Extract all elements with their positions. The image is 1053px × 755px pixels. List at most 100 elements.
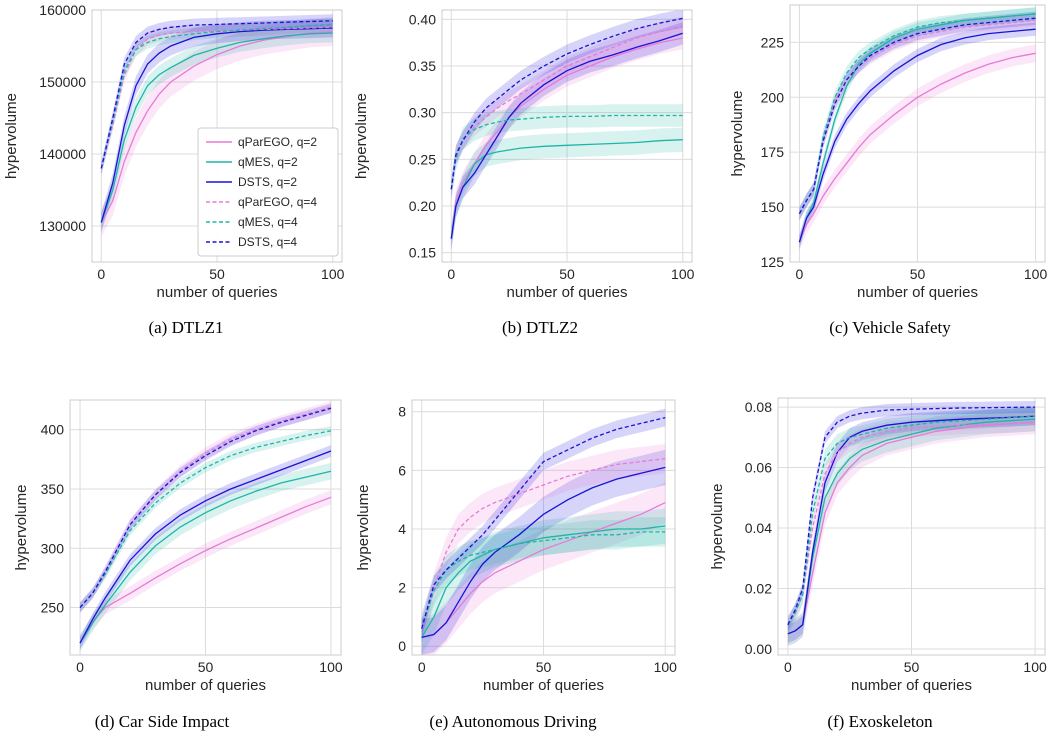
- subplot-2: 0 50 100 0.15 0.20 0.25 0.30 0.35 0.40 number of …: [353, 9, 695, 337]
- line-qmes-q2: [100, 32, 333, 223]
- line-dsts-q2: [79, 450, 332, 644]
- line-qparego-q4: [450, 25, 683, 190]
- x-tick-label: 0: [447, 266, 455, 282]
- band-qparego-q4: [421, 444, 666, 644]
- y-tick-label: 350: [41, 481, 65, 497]
- x-axis-label: number of queries: [857, 284, 978, 301]
- y-axis-label: hypervolume: [13, 485, 30, 571]
- band-qmes-q4: [421, 517, 666, 644]
- band-qparego-q2: [101, 17, 333, 237]
- band-dsts-q4: [421, 408, 666, 638]
- x-tick-label: 50: [198, 659, 214, 675]
- line-dsts-q4: [100, 20, 333, 169]
- y-tick-label: 0.00: [745, 641, 772, 657]
- y-tick-label: 140000: [39, 146, 86, 162]
- plot-frame: [69, 399, 342, 656]
- plot-frame: [411, 399, 676, 656]
- line-qmes-q4: [450, 114, 683, 190]
- x-tick-label: 100: [671, 266, 695, 282]
- line-qmes-q4: [79, 430, 332, 609]
- x-tick-label: 100: [654, 659, 678, 675]
- band-qmes-q4: [451, 104, 683, 201]
- x-tick-label: 0: [796, 266, 804, 282]
- y-axis-label: hypervolume: [353, 93, 370, 179]
- line-dsts-q2: [798, 28, 1036, 243]
- y-axis-label: hypervolume: [729, 91, 746, 177]
- line-dsts-q4: [787, 406, 1036, 626]
- subplot-caption: (a) DTLZ1: [148, 318, 223, 337]
- data-layer: [421, 408, 666, 655]
- y-tick-label: 8: [398, 404, 406, 420]
- plot-frame: [777, 397, 1046, 656]
- subplot-caption: (b) DTLZ2: [502, 318, 578, 337]
- y-tick-label: 6: [398, 462, 406, 478]
- line-qparego-q2: [100, 30, 333, 223]
- band-qparego-q2: [787, 410, 1036, 646]
- line-qparego-q2: [79, 496, 332, 644]
- line-qparego-q4: [100, 26, 333, 169]
- line-qparego-q2: [787, 421, 1036, 635]
- subplot-5: 0 50 100 0 2 4 6 8 number of queries hypervolume (…: [355, 399, 678, 731]
- x-axis-label: number of queries: [157, 284, 278, 301]
- band-dsts-q4: [451, 10, 683, 199]
- y-tick-label: 0.06: [745, 460, 772, 476]
- line-qparego-q2: [798, 52, 1036, 243]
- y-tick-label: 175: [761, 144, 785, 160]
- band-qparego-q2: [799, 44, 1036, 251]
- y-tick-label: 300: [41, 540, 65, 556]
- y-tick-label: 4: [398, 521, 406, 537]
- y-tick-label: 0.20: [409, 198, 436, 214]
- plot-frame: [789, 4, 1046, 263]
- x-tick-label: 50: [559, 266, 575, 282]
- y-tick-label: 0.35: [409, 58, 436, 74]
- legend-label: qParEGO, q=2: [238, 135, 317, 149]
- line-qparego-q2: [450, 37, 683, 239]
- y-tick-label: 225: [761, 34, 785, 50]
- y-tick-label: 0.40: [409, 11, 436, 27]
- band-qmes-q2: [80, 462, 331, 652]
- line-dsts-q2: [787, 415, 1036, 635]
- subplot-caption: (e) Autonomous Driving: [429, 712, 597, 731]
- line-qmes-q2: [421, 525, 666, 638]
- line-qparego-q4: [798, 19, 1036, 215]
- line-dsts-q4: [421, 416, 666, 629]
- y-tick-label: 0: [398, 638, 406, 654]
- band-dsts-q2: [80, 445, 331, 650]
- x-tick-label: 0: [76, 659, 84, 675]
- legend: qParEGO, q=2 qMES, q=2 DSTS, q=2 qParEGO, q…: [197, 127, 339, 257]
- y-tick-label: 400: [41, 422, 65, 438]
- legend-label: qParEGO, q=4: [238, 195, 317, 209]
- band-qmes-q2: [451, 127, 683, 251]
- subplot-4: 0 50 100 250 300 350 400 number of queries hyper…: [13, 399, 343, 731]
- band-qmes-q4: [799, 7, 1036, 221]
- x-tick-label: 50: [904, 659, 920, 675]
- plot-frame: [441, 9, 693, 263]
- line-dsts-q4: [798, 17, 1036, 215]
- band-dsts-q2: [421, 449, 666, 655]
- band-qparego-q2: [421, 482, 666, 655]
- line-dsts-q4: [450, 17, 683, 190]
- y-tick-label: 130000: [39, 218, 86, 234]
- y-tick-label: 125: [761, 254, 785, 270]
- line-qmes-q2: [79, 470, 332, 644]
- x-tick-label: 0: [97, 266, 105, 282]
- x-tick-label: 100: [1023, 659, 1047, 675]
- line-dsts-q4: [79, 407, 332, 609]
- band-qmes-q2: [101, 23, 333, 232]
- line-qparego-q4: [421, 457, 666, 629]
- x-axis-label: number of queries: [483, 677, 604, 694]
- legend-label: qMES, q=2: [238, 155, 298, 169]
- x-tick-label: 50: [536, 659, 552, 675]
- subplot-6: 0 50 100 0.00 0.02 0.04 0.06 0.08 number of quer…: [709, 397, 1047, 731]
- line-qmes-q2: [450, 139, 683, 239]
- legend-label: DSTS, q=4: [238, 235, 297, 249]
- x-tick-label: 0: [784, 659, 792, 675]
- legend-label: DSTS, q=2: [238, 175, 297, 189]
- y-tick-label: 150000: [39, 74, 86, 90]
- y-tick-label: 2: [398, 580, 406, 596]
- subplot-caption: (c) Vehicle Safety: [829, 318, 951, 337]
- line-qmes-q4: [100, 23, 333, 169]
- subplot-caption: (f) Exoskeleton: [827, 712, 933, 731]
- x-tick-label: 0: [418, 659, 426, 675]
- y-tick-label: 0.08: [745, 399, 772, 415]
